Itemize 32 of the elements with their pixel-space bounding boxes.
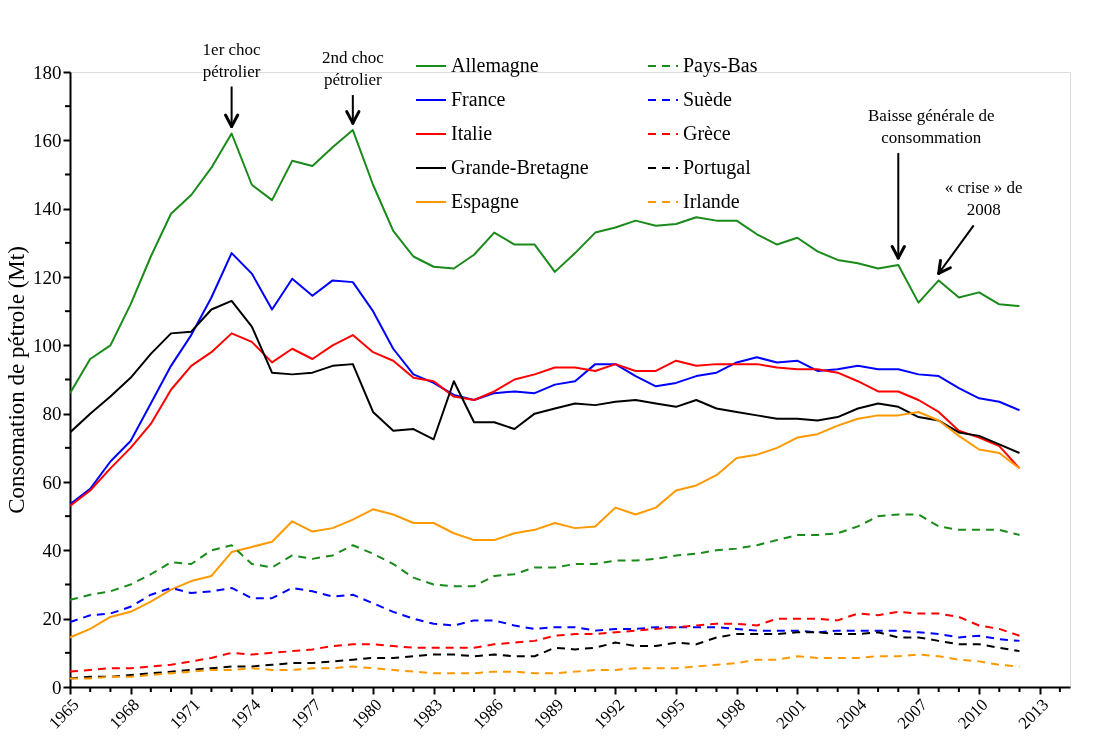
y-tick-label: 160 <box>33 129 62 151</box>
y-tick-label: 40 <box>42 539 62 561</box>
line-series <box>70 513 1021 601</box>
legend-label: Italie <box>451 122 493 144</box>
legend-label: Suède <box>683 88 732 110</box>
legend-label: Espagne <box>451 190 519 213</box>
y-tick-label: 0 <box>52 676 62 698</box>
line-series <box>70 610 1021 673</box>
y-tick-label: 140 <box>33 198 62 220</box>
legend-label: Grande-Bretagne <box>451 156 589 179</box>
y-axis-title: Consomation de pétrole (Mt) <box>4 246 29 514</box>
y-tick-label: 20 <box>42 608 62 630</box>
legend-label: Pays-Bas <box>683 54 758 77</box>
line-series <box>70 252 1021 506</box>
legend-label: Portugal <box>683 156 752 179</box>
annotation: 2nd choc pétrolier <box>321 48 385 90</box>
annotation: « crise » de 2008 <box>944 178 1023 220</box>
annotation: 1er choc pétrolier <box>202 39 262 81</box>
y-tick-label: 180 <box>33 61 62 83</box>
line-series <box>70 410 1021 639</box>
line-series <box>70 653 1021 680</box>
y-tick-label: 120 <box>33 266 62 288</box>
legend-label: Irlande <box>683 190 740 212</box>
annotation: Baisse générale de consommation <box>868 106 995 148</box>
legend-label: France <box>451 88 506 110</box>
line-series <box>70 332 1021 507</box>
y-tick-label: 80 <box>42 403 62 425</box>
legend-label: Grèce <box>683 122 731 144</box>
legend-label: Allemagne <box>451 54 539 77</box>
y-tick-label: 100 <box>33 334 62 356</box>
line-series <box>70 586 1021 642</box>
y-tick-label: 60 <box>42 471 62 493</box>
